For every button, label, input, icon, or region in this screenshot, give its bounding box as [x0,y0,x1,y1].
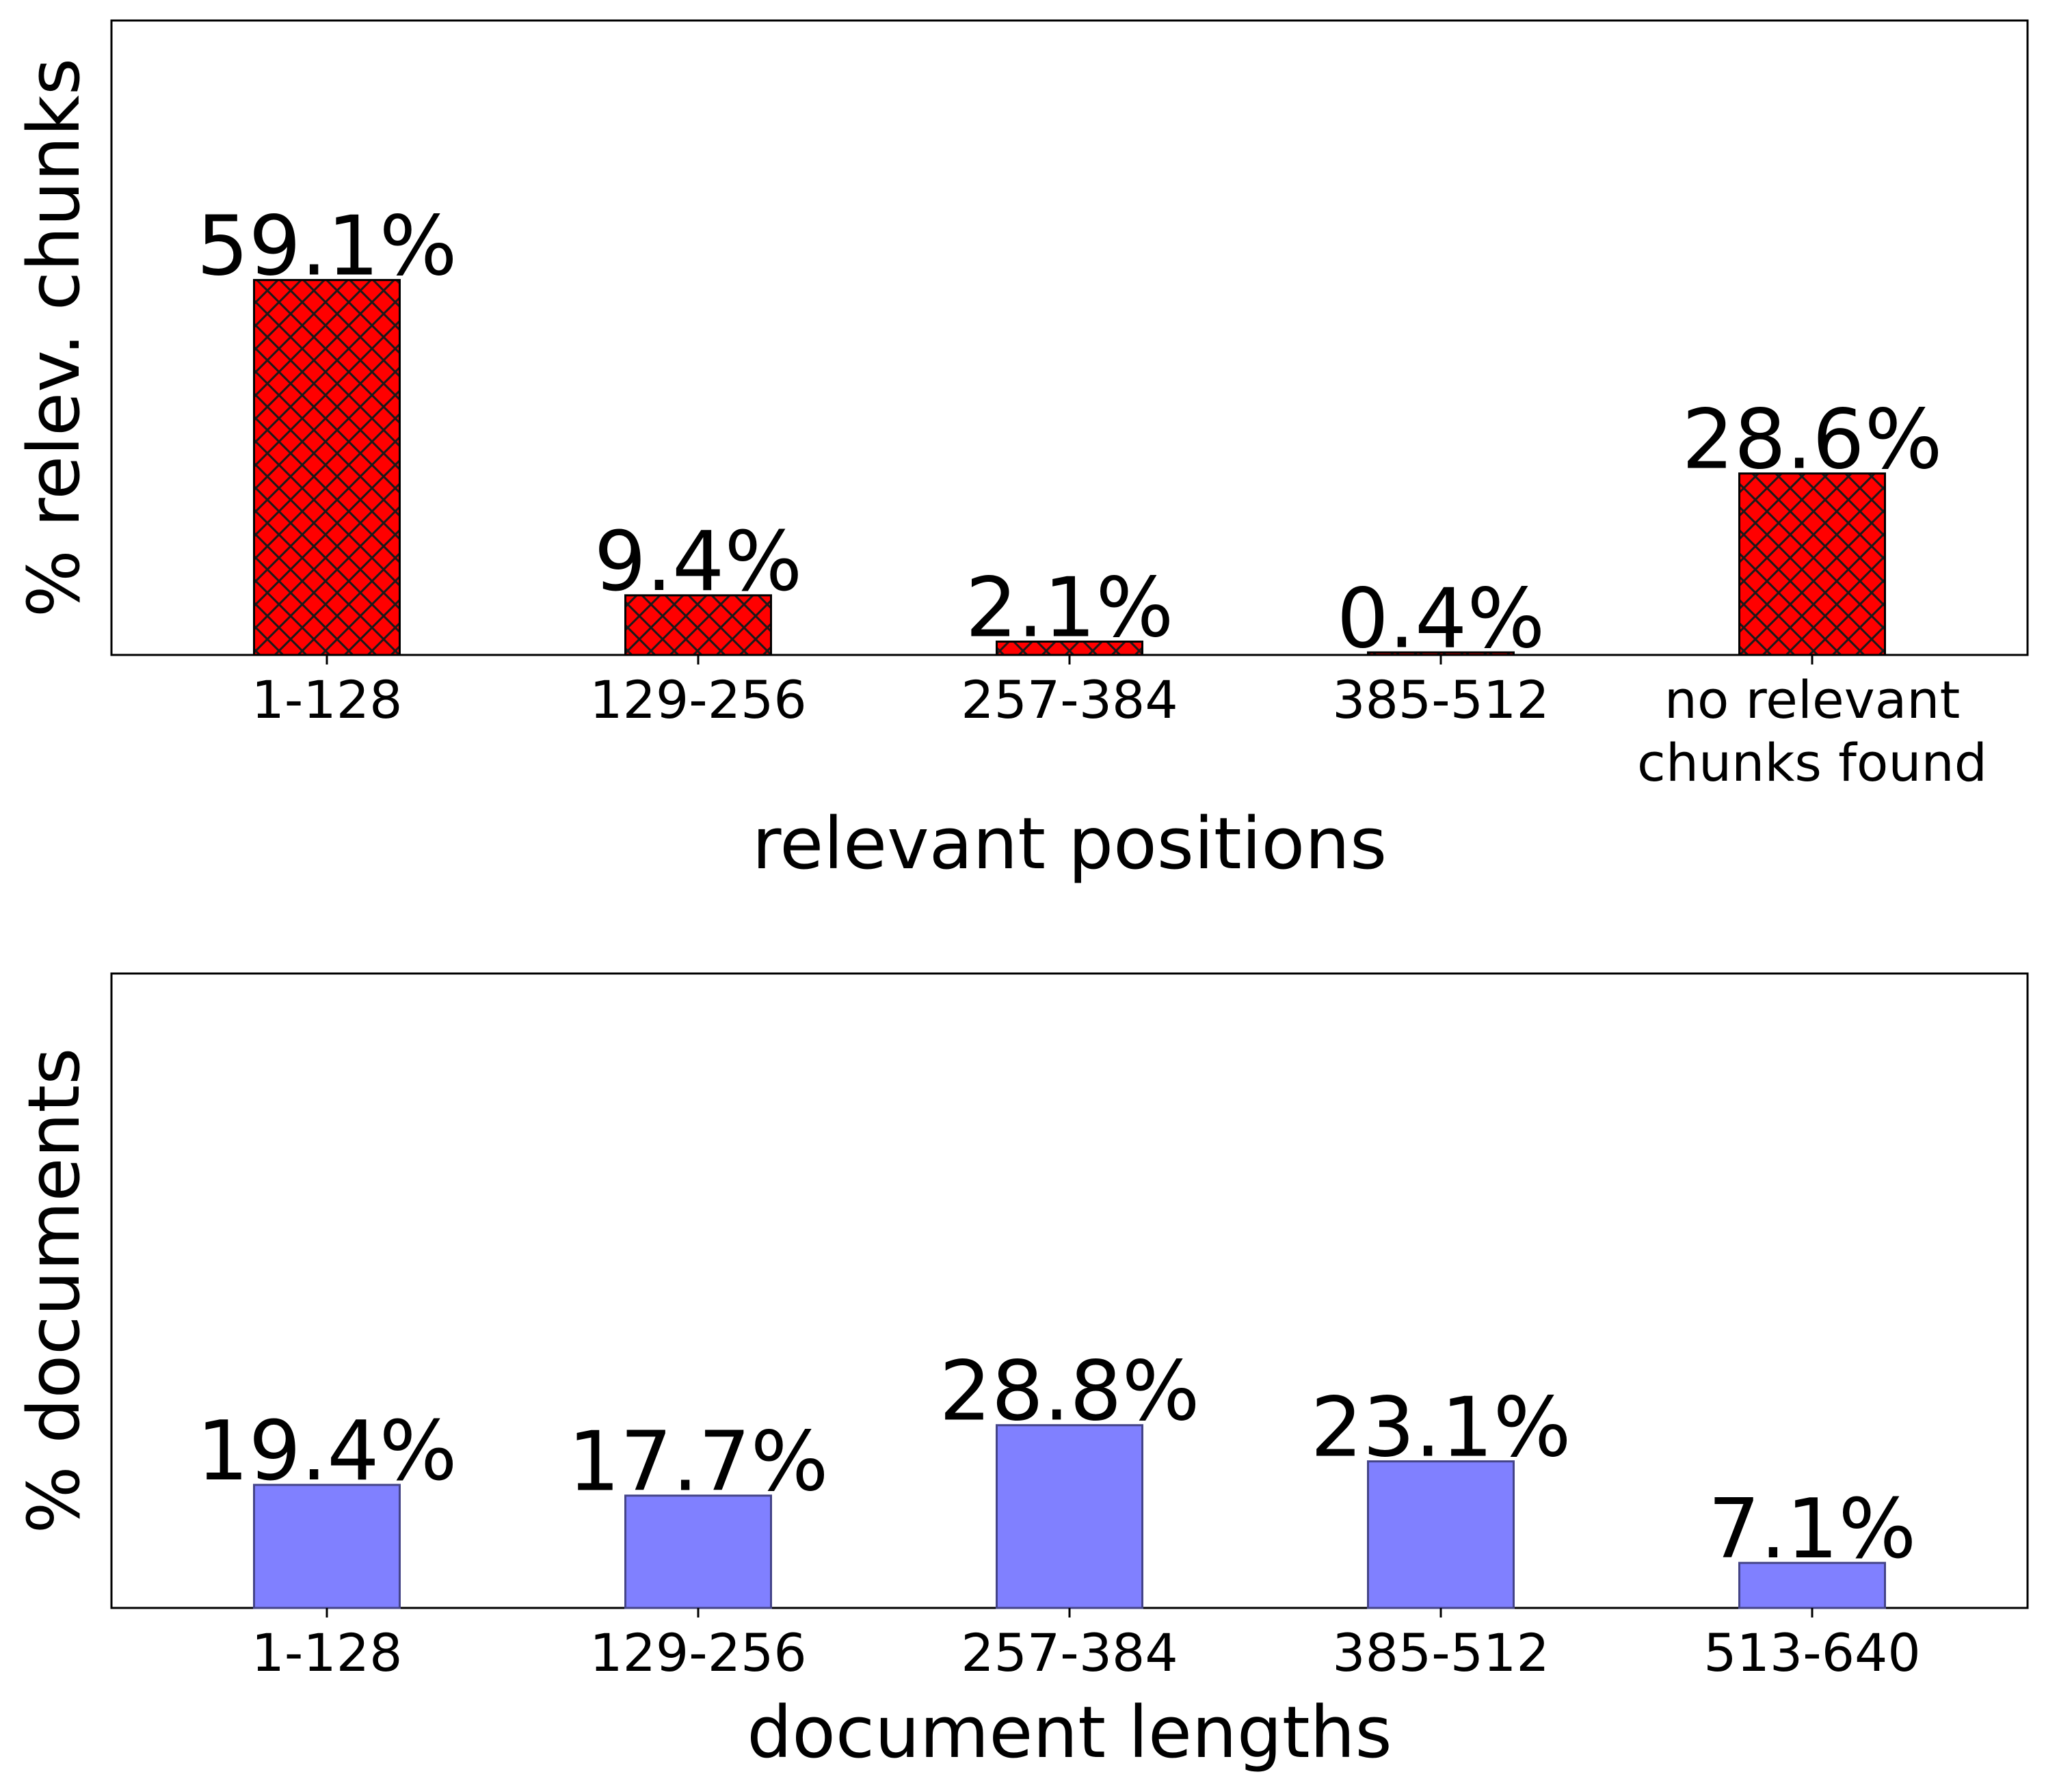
bottom-chart-value-labels: 19.4% 17.7% 28.8% 23.1% 7.1% [196,1345,1916,1577]
bottom-chart-x-tick-labels: 1-128 129-256 257-384 385-512 513-640 [252,1608,1921,1683]
top-x-tick-label-1: 1-128 [252,669,403,730]
top-bar-1 [253,279,401,656]
bottom-bar-value-label-3: 28.8% [939,1345,1199,1440]
bottom-bar-value-label-5: 7.1% [1708,1482,1917,1577]
bottom-bar-value-label-2: 17.7% [568,1415,828,1510]
top-bar-value-label-3: 2.1% [966,561,1174,656]
top-chart-y-axis-title: % relev. chunks [12,58,96,617]
bottom-bar-value-label-4: 23.1% [1310,1381,1571,1476]
bottom-bar-value-label-1: 19.4% [196,1404,457,1499]
top-x-tick-label-5: no relevant chunks found [1637,669,1987,793]
bottom-chart-x-axis-title: document lengths [747,1691,1392,1774]
top-bar-value-label-1: 59.1% [196,200,457,295]
top-bar-5 [1738,472,1886,656]
top-chart: 59.1% 9.4% 2.1% 0.4% 28.6% 1-128 129-256 257-3… [12,19,2029,885]
bottom-x-tick-label-4: 385-512 [1332,1622,1550,1683]
bottom-x-tick-label-2: 129-256 [589,1622,807,1683]
top-x-tick-label-3: 257-384 [961,669,1178,730]
top-chart-x-axis-title: relevant positions [752,802,1387,885]
bottom-chart-y-axis-title: % documents [12,1048,96,1534]
top-chart-x-tick-labels: 1-128 129-256 257-384 385-512 no relevant chu… [252,655,1987,793]
bottom-bar-1 [253,1484,401,1609]
bottom-x-tick-label-5: 513-640 [1703,1622,1921,1683]
top-x-tick-label-2: 129-256 [589,669,807,730]
top-x-tick-label-4: 385-512 [1332,669,1550,730]
bottom-bar-3 [996,1424,1143,1609]
bottom-chart-bars [253,1424,1886,1609]
bottom-chart: 19.4% 17.7% 28.8% 23.1% 7.1% 1-128 129-256 257… [12,972,2029,1774]
top-chart-bars [253,279,1886,656]
bottom-bar-2 [624,1494,772,1609]
bottom-x-tick-label-1: 1-128 [252,1622,403,1683]
bottom-x-tick-label-3: 257-384 [961,1622,1178,1683]
bottom-bar-4 [1367,1460,1515,1609]
top-bar-value-label-4: 0.4% [1337,572,1545,667]
top-bar-value-label-2: 9.4% [594,515,803,610]
top-chart-value-labels: 59.1% 9.4% 2.1% 0.4% 28.6% [196,200,1942,667]
top-bar-value-label-5: 28.6% [1682,393,1942,488]
